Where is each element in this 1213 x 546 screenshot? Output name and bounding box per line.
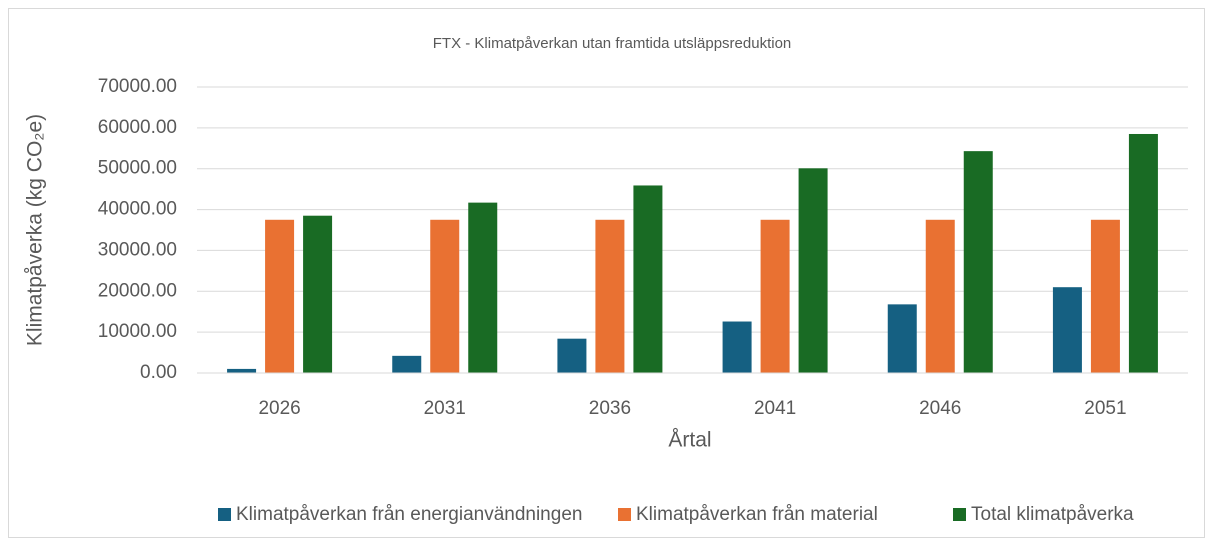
legend-swatch bbox=[618, 508, 631, 521]
y-tick-label: 20000.00 bbox=[98, 280, 177, 301]
bar bbox=[1052, 287, 1082, 373]
bar bbox=[722, 321, 752, 373]
bar bbox=[798, 168, 828, 373]
bar bbox=[557, 338, 587, 373]
bar bbox=[760, 219, 790, 373]
x-tick-label: 2036 bbox=[589, 398, 631, 419]
y-tick-label: 0.00 bbox=[140, 362, 177, 383]
legend-swatch bbox=[218, 508, 231, 521]
legend-swatch bbox=[953, 508, 966, 521]
y-tick-label: 70000.00 bbox=[98, 76, 177, 97]
bar bbox=[392, 355, 422, 373]
bar bbox=[468, 202, 498, 373]
chart-title: FTX - Klimatpåverkan utan framtida utslä… bbox=[433, 35, 792, 52]
bar bbox=[303, 215, 333, 373]
bar bbox=[963, 151, 993, 373]
y-axis-title: Klimatpåverka (kg CO₂e) bbox=[24, 114, 47, 346]
bar bbox=[633, 185, 663, 373]
legend-label: Klimatpåverkan från material bbox=[636, 504, 878, 525]
y-tick-label: 30000.00 bbox=[98, 239, 177, 260]
bar bbox=[887, 304, 917, 373]
bar bbox=[1128, 133, 1158, 373]
x-tick-label: 2046 bbox=[919, 398, 961, 419]
y-tick-label: 60000.00 bbox=[98, 117, 177, 138]
y-tick-label: 50000.00 bbox=[98, 158, 177, 179]
bar bbox=[265, 219, 295, 373]
legend-label: Total klimatpåverka bbox=[971, 504, 1134, 525]
bar bbox=[925, 219, 955, 373]
x-tick-label: 2026 bbox=[258, 398, 300, 419]
bar bbox=[1090, 219, 1120, 373]
y-tick-label: 40000.00 bbox=[98, 199, 177, 220]
y-tick-label: 10000.00 bbox=[98, 321, 177, 342]
legend-label: Klimatpåverkan från energianvändningen bbox=[236, 504, 582, 525]
bar bbox=[595, 219, 625, 373]
x-tick-label: 2051 bbox=[1084, 398, 1126, 419]
bar bbox=[227, 368, 257, 373]
bar bbox=[430, 219, 460, 373]
x-tick-label: 2041 bbox=[754, 398, 796, 419]
x-axis-title: Årtal bbox=[668, 429, 711, 452]
x-tick-label: 2031 bbox=[424, 398, 466, 419]
